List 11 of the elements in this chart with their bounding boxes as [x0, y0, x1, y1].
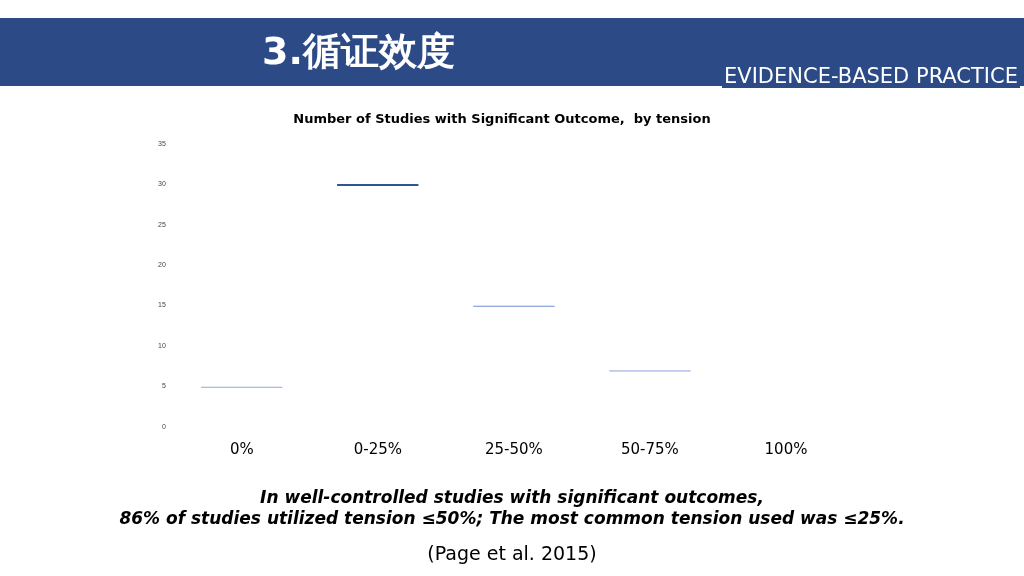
text: 86% of studies utilized tension ≤50%; The most common tension used was ≤25%.	[118, 508, 906, 528]
x-tick-label: 50-75%	[621, 439, 679, 458]
text: (Page et al. 2015)	[426, 542, 598, 564]
text: 3.循证效度	[262, 28, 455, 75]
x-tick-label: 0%	[229, 439, 254, 458]
x-tick-label: 0-25%	[353, 439, 402, 458]
x-tick-label: 25-50%	[484, 439, 543, 458]
text: EVIDENCE-BASED PRACTICE	[722, 64, 1020, 88]
chart-title: Number of Studies with Significant Outcome, by tension	[293, 111, 711, 127]
x-tick-label: 100%	[764, 439, 808, 458]
text: In well-controlled studies with significant outcomes,	[259, 487, 765, 507]
